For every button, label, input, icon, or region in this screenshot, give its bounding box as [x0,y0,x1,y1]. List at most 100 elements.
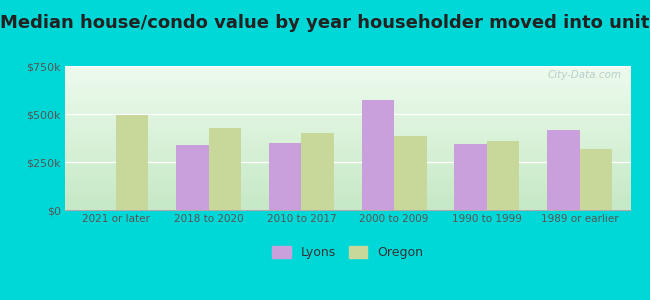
Bar [65,180,630,181]
Bar [65,88,630,89]
Bar [65,165,630,166]
Bar [65,132,630,133]
Bar [65,202,630,203]
Bar [65,189,630,190]
Bar [65,142,630,143]
Bar [394,136,426,210]
Bar [65,102,630,103]
Bar [65,115,630,116]
Bar [65,85,630,86]
Bar [65,188,630,189]
Bar [65,191,630,192]
Bar [65,96,630,97]
Bar [65,159,630,160]
Bar [302,133,334,210]
Bar [65,133,630,134]
Bar [65,203,630,204]
Bar [65,176,630,177]
Bar [65,101,630,102]
Bar [65,85,630,86]
Bar [65,200,630,201]
Bar [65,187,630,188]
Bar [65,90,630,91]
Bar [65,66,630,67]
Bar [65,204,630,205]
Bar [65,73,630,74]
Bar [65,74,630,75]
Bar [65,172,630,173]
Bar [65,124,630,125]
Bar [65,72,630,73]
Bar [65,120,630,121]
Bar [65,166,630,167]
Bar [65,78,630,79]
Bar [116,115,148,210]
Bar [65,83,630,84]
Bar [65,208,630,209]
Bar [65,171,630,172]
Bar [65,146,630,147]
Bar [65,179,630,180]
Bar [65,158,630,159]
Bar [65,148,630,149]
Bar [65,119,630,120]
Bar [65,106,630,107]
Bar [65,82,630,83]
Bar [65,130,630,131]
Bar [65,156,630,157]
Legend: Lyons, Oregon: Lyons, Oregon [267,241,428,264]
Bar [65,107,630,108]
Bar [65,201,630,202]
Bar [65,99,630,100]
Bar [65,198,630,199]
Bar [65,71,630,72]
Bar [65,168,630,169]
Bar [65,116,630,117]
Bar [65,145,630,146]
Bar [65,127,630,128]
Bar [65,108,630,109]
Bar [65,209,630,210]
Bar [65,184,630,185]
Bar [65,76,630,77]
Bar [65,197,630,198]
Bar [65,84,630,85]
Bar [65,143,630,144]
Bar [65,67,630,68]
Text: City-Data.com: City-Data.com [548,70,622,80]
Bar [547,130,580,210]
Bar [65,131,630,132]
Bar [65,87,630,88]
Bar [65,141,630,142]
Bar [65,205,630,206]
Bar [65,206,630,207]
Bar [65,138,630,139]
Bar [269,143,302,210]
Bar [65,194,630,195]
Bar [65,153,630,154]
Bar [65,149,630,150]
Bar [361,100,394,210]
Bar [65,139,630,140]
Bar [65,97,630,98]
Bar [487,141,519,210]
Bar [65,199,630,200]
Bar [65,182,630,183]
Bar [65,79,630,80]
Bar [65,134,630,135]
Bar [65,154,630,155]
Bar [65,81,630,82]
Bar [65,89,630,90]
Bar [65,94,630,95]
Bar [65,167,630,168]
Bar [65,113,630,114]
Bar [65,105,630,106]
Bar [65,173,630,174]
Bar [65,75,630,76]
Bar [65,163,630,164]
Bar [65,114,630,115]
Bar [65,69,630,70]
Bar [65,169,630,170]
Bar [65,152,630,153]
Bar [65,136,630,137]
